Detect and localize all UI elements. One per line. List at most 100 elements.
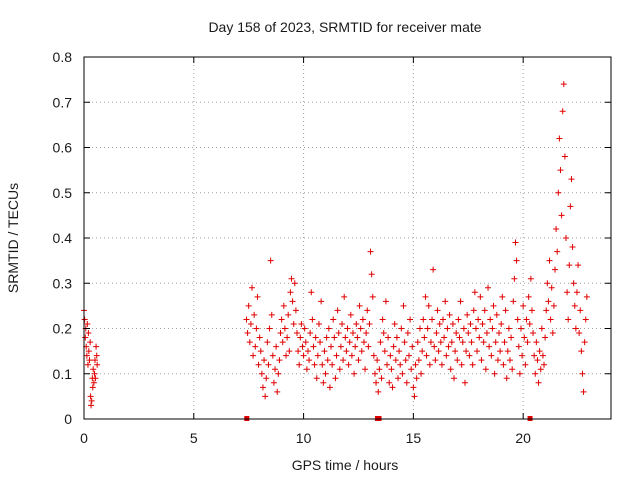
data-point: [525, 293, 532, 300]
data-point: [393, 334, 400, 341]
data-point: [411, 393, 418, 400]
data-point: [336, 366, 343, 373]
data-point: [290, 320, 297, 327]
data-point: [384, 361, 391, 368]
data-point: [572, 325, 579, 332]
data-point: [93, 343, 100, 350]
data-point: [263, 375, 270, 382]
data-point: [553, 225, 560, 232]
data-point: [476, 334, 483, 341]
data-point: [289, 298, 296, 305]
data-point: [480, 339, 487, 346]
data-point: [277, 330, 284, 337]
data-point: [514, 316, 521, 323]
data-point: [491, 370, 498, 377]
x-tick-labels: 0 5 10 15 20: [80, 430, 531, 446]
data-point: [280, 302, 287, 309]
data-point: [528, 307, 535, 314]
data-point: [318, 298, 325, 305]
data-point: [558, 212, 565, 219]
data-point: [269, 352, 276, 359]
data-point: [288, 275, 295, 282]
data-point: [546, 257, 553, 264]
data-point: [413, 375, 420, 382]
data-point: [564, 289, 571, 296]
data-point: [340, 357, 347, 364]
data-point: [433, 330, 440, 337]
data-point: [324, 357, 331, 364]
data-point: [326, 384, 333, 391]
data-point: [319, 361, 326, 368]
data-point: [493, 311, 500, 318]
data-point: [312, 334, 319, 341]
data-point: [515, 343, 522, 350]
data-point: [522, 361, 529, 368]
data-point: [256, 334, 263, 341]
data-point: [374, 357, 381, 364]
data-point: [371, 370, 378, 377]
data-point: [247, 320, 254, 327]
data-point: [456, 334, 463, 341]
data-point: [580, 388, 587, 395]
data-point: [485, 284, 492, 291]
data-point: [541, 361, 548, 368]
data-point: [422, 293, 429, 300]
data-point: [292, 307, 299, 314]
data-point: [370, 352, 377, 359]
data-point: [500, 361, 507, 368]
data-point: [281, 325, 288, 332]
data-point: [570, 280, 577, 287]
data-point: [509, 366, 516, 373]
data-point: [82, 334, 89, 341]
data-point: [455, 316, 462, 323]
data-point: [257, 348, 264, 355]
data-point: [461, 379, 468, 386]
data-point: [532, 370, 539, 377]
data-point: [488, 352, 495, 359]
data-point: [382, 298, 389, 305]
data-point: [353, 320, 360, 327]
data-point: [262, 393, 269, 400]
data-point: [304, 348, 311, 355]
data-point: [252, 343, 259, 350]
data-point: [535, 379, 542, 386]
data-point: [543, 307, 550, 314]
data-point: [253, 325, 260, 332]
data-point: [342, 334, 349, 341]
data-point: [435, 348, 442, 355]
data-point: [565, 316, 572, 323]
data-point: [284, 334, 291, 341]
data-point: [315, 320, 322, 327]
data-point: [266, 325, 273, 332]
data-point: [550, 302, 557, 309]
data-point: [385, 334, 392, 341]
data-point: [400, 302, 407, 309]
data-point: [92, 375, 99, 382]
data-point: [440, 316, 447, 323]
data-point: [397, 361, 404, 368]
data-point: [431, 343, 438, 350]
data-point: [560, 81, 567, 88]
data-point: [330, 316, 337, 323]
data-point: [279, 339, 286, 346]
x-tick-label: 5: [190, 430, 198, 446]
data-point: [434, 307, 441, 314]
data-point: [459, 339, 466, 346]
data-point: [368, 271, 375, 278]
data-point: [569, 244, 576, 251]
data-point: [497, 348, 504, 355]
y-axis-title: SRMTID / TECUs: [5, 183, 21, 293]
y-tick-label: 0.6: [53, 140, 73, 156]
y-tick-label: 0.3: [53, 275, 73, 291]
data-point: [545, 298, 552, 305]
data-point: [300, 352, 307, 359]
data-point: [87, 393, 94, 400]
data-point: [351, 370, 358, 377]
data-point: [547, 316, 554, 323]
chart-title: Day 158 of 2023, SRMTID for receiver mat…: [208, 19, 481, 35]
data-point: [454, 357, 461, 364]
data-point: [521, 334, 528, 341]
data-point: [478, 357, 485, 364]
data-point: [402, 357, 409, 364]
data-point: [357, 325, 364, 332]
